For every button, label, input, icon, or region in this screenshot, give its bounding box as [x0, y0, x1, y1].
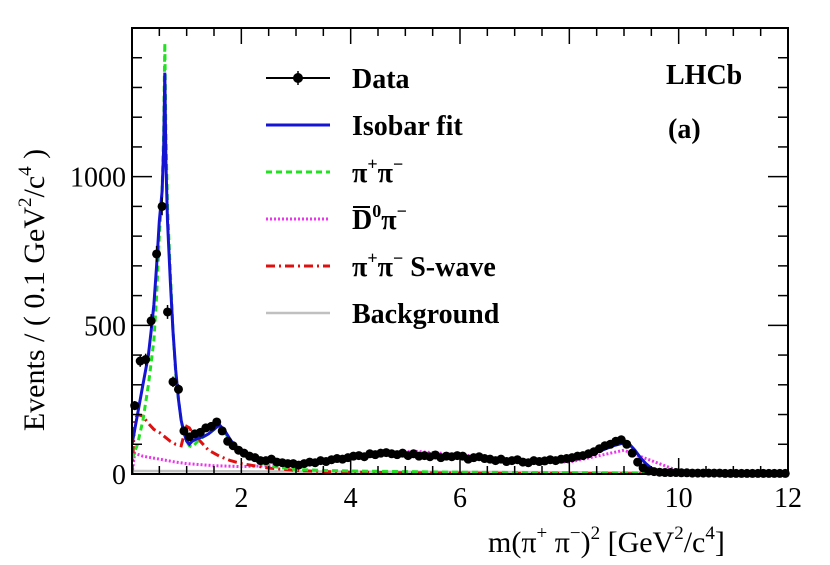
data-point — [622, 439, 632, 449]
data-point — [173, 384, 183, 394]
legend-label: Isobar fit — [352, 111, 463, 142]
data-point — [157, 201, 167, 211]
legend-item-data: Data — [266, 64, 410, 95]
data-point — [152, 249, 162, 259]
data-point — [179, 426, 189, 436]
plot-frame — [131, 27, 789, 475]
y-axis-label: Events / ( 0.1 GeV2/c4 ) — [15, 149, 51, 431]
x-tick-label: 2 — [234, 483, 248, 514]
experiment-label: LHCb — [666, 60, 742, 91]
data-point — [163, 307, 173, 317]
data-points — [130, 197, 790, 478]
legend-label: Background — [352, 299, 500, 330]
legend: Data Isobar fit π+π− D0π− π+π− S-wave Backgro… — [266, 64, 500, 330]
y-tick-label: 0 — [112, 460, 126, 491]
legend-item-bkg: Background — [266, 299, 500, 330]
x-axis-label: m(π+ π−)2 [GeV2/c4] — [488, 523, 725, 559]
data-point — [168, 377, 178, 387]
legend-item-swave: π+π− S-wave — [266, 248, 496, 283]
y-axis: 0 500 1000 — [70, 27, 788, 491]
legend-item-pipi: π+π− — [266, 154, 403, 189]
x-tick-label: 4 — [344, 483, 358, 514]
data-point — [141, 355, 151, 365]
legend-item-dpi: D0π− — [266, 201, 407, 236]
panel-label: (a) — [668, 114, 701, 145]
x-tick-label: 6 — [453, 483, 467, 514]
legend-label: π+π− S-wave — [352, 248, 496, 283]
pipi-curve — [132, 42, 788, 474]
legend-label: π+π− — [352, 154, 403, 189]
x-tick-label: 8 — [562, 483, 576, 514]
data-point — [146, 316, 156, 326]
data-point — [633, 457, 643, 467]
legend-item-fit: Isobar fit — [266, 111, 463, 142]
data-point — [627, 448, 637, 458]
x-axis: 2 4 6 8 10 12 — [131, 28, 802, 514]
y-tick-label: 500 — [84, 311, 126, 342]
x-tick-label: 10 — [665, 483, 693, 514]
legend-label: D0π− — [352, 201, 407, 236]
data-point — [212, 417, 222, 427]
data-point — [217, 426, 227, 436]
legend-label: Data — [352, 64, 410, 95]
y-tick-label: 1000 — [70, 163, 126, 194]
x-tick-label: 12 — [774, 483, 802, 514]
